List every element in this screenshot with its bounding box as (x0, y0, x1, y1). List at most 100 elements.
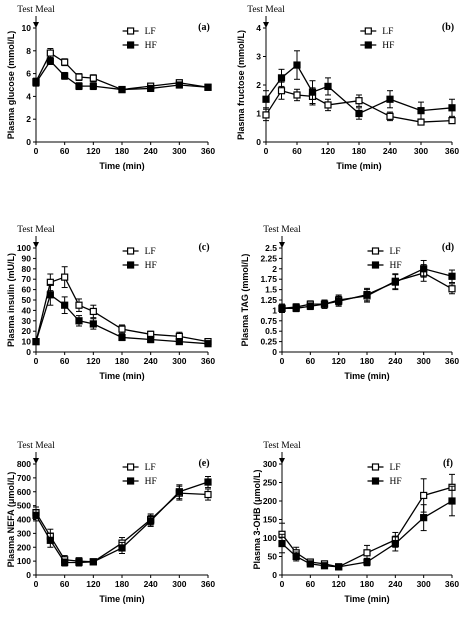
legend-marker-HF (371, 261, 380, 269)
data-point-LF (293, 91, 301, 99)
data-point-HF (75, 317, 83, 325)
x-tick-label: 180 (115, 146, 129, 156)
chart-panel-5: 0 60 120 180 240 300 360 0 100 200 300 400 500 600 700… (6, 441, 215, 604)
data-point-HF (448, 497, 456, 505)
data-point-HF (46, 291, 54, 299)
panel-label: (e) (198, 458, 209, 469)
data-point-HF (335, 563, 343, 571)
y-tick-label: 10 (22, 337, 32, 347)
data-point-LF (118, 325, 126, 333)
y-tick-label: 0.5 (265, 326, 277, 336)
y-tick-label: 4 (256, 23, 261, 33)
y-tick-label: 50 (268, 552, 278, 562)
x-tick-label: 0 (264, 146, 269, 156)
chart-panel-3: 0 60 120 180 240 300 3600102030405060708090100… (6, 225, 215, 381)
data-point-HF (118, 333, 126, 342)
y-axis-title: Plasma fructose (mmol/L) (236, 30, 246, 140)
x-tick-label: 240 (144, 356, 158, 366)
data-point-HF (175, 488, 183, 496)
test-meal-arrow-head (263, 22, 269, 28)
x-tick-label: 120 (332, 356, 346, 366)
legend-label-HF: HF (145, 261, 157, 271)
y-tick-label: 150 (263, 515, 277, 525)
legend-label-LF: LF (390, 463, 401, 473)
y-tick-label: 1.25 (260, 295, 277, 305)
test-meal-arrow-head (279, 242, 285, 248)
x-tick-label: 360 (445, 579, 459, 589)
data-point-HF (448, 104, 456, 112)
data-point-HF (75, 82, 83, 90)
x-tick-label: 120 (321, 146, 335, 156)
x-tick-label: 300 (172, 356, 186, 366)
legend-label-HF: HF (382, 41, 394, 51)
y-tick-label: 0 (256, 137, 261, 147)
legend-marker-LF (371, 463, 380, 471)
legend-label-LF: LF (145, 27, 156, 37)
data-point-HF (89, 82, 97, 90)
legend-marker-HF (126, 41, 135, 49)
y-tick-label: 1 (272, 305, 277, 315)
y-tick-label: 10 (22, 23, 32, 33)
data-point-LF (386, 112, 394, 120)
test-meal-label: Test Meal (263, 441, 301, 451)
x-tick-label: 180 (352, 146, 366, 156)
data-point-LF (89, 307, 97, 316)
y-tick-label: 0 (26, 347, 31, 357)
chart-panel-2: 0 60 120 180 240 300 360 0 1 2 3 4 Time (min) Plasma … (236, 5, 459, 171)
legend-label-LF: LF (145, 463, 156, 473)
legend-label-HF: HF (390, 261, 402, 271)
y-tick-label: 60 (22, 285, 32, 295)
data-point-HF (278, 539, 286, 548)
legend-marker-HF (364, 41, 372, 49)
x-tick-label: 240 (388, 579, 402, 589)
data-point-HF (61, 72, 69, 80)
data-point-LF (277, 87, 286, 95)
chart-panel-4: 0 60 120 180 240 300 360 00.250.50.7511.251.51.… (240, 225, 459, 381)
y-tick-label: 500 (17, 501, 31, 511)
x-tick-label: 240 (144, 579, 158, 589)
x-tick-label: 360 (445, 146, 459, 156)
y-tick-label: 3 (256, 52, 261, 62)
panel-label: (b) (442, 22, 454, 33)
y-tick-label: 300 (17, 528, 31, 538)
y-tick-label: 0 (272, 347, 277, 357)
data-point-LF (363, 549, 371, 557)
data-point-HF (147, 335, 155, 344)
panel-label: (f) (443, 458, 453, 469)
data-point-HF (204, 83, 212, 91)
y-axis-title: Plasma TAG (mmol/L) (240, 254, 250, 347)
data-point-LF (46, 49, 54, 57)
data-point-HF (175, 81, 183, 89)
y-tick-label: 2.25 (260, 253, 277, 263)
x-axis-title: Time (min) (99, 371, 144, 381)
y-tick-label: 6 (26, 69, 31, 79)
panel-label: (d) (442, 242, 454, 253)
y-tick-label: 30 (22, 316, 32, 326)
y-axis-title: Plasma insulin (mU/L) (6, 253, 16, 347)
x-tick-label: 120 (86, 356, 100, 366)
y-axis-title: Plasma glucose (mmol/L) (6, 31, 16, 140)
data-point-LF (204, 490, 212, 499)
y-tick-label: 1.5 (265, 285, 277, 295)
test-meal-label: Test Meal (17, 225, 55, 235)
data-point-HF (32, 338, 40, 346)
data-point-HF (89, 558, 97, 566)
data-point-LF (355, 97, 363, 105)
data-point-HF (292, 304, 300, 312)
x-tick-label: 240 (144, 146, 158, 156)
y-tick-label: 100 (17, 243, 31, 253)
x-axis-title: Time (min) (344, 594, 389, 604)
data-point-HF (335, 297, 343, 305)
x-tick-label: 240 (388, 356, 402, 366)
data-point-HF (61, 301, 69, 309)
data-point-HF (355, 109, 363, 118)
y-tick-label: 400 (17, 515, 31, 525)
legend-label-LF: LF (390, 247, 401, 257)
data-point-LF (89, 74, 97, 82)
x-tick-label: 0 (280, 579, 285, 589)
data-point-LF (448, 285, 456, 293)
legend-label-LF: LF (145, 247, 156, 257)
legend-marker-LF (126, 463, 135, 471)
data-point-HF (118, 85, 126, 94)
data-point-HF (363, 290, 371, 299)
